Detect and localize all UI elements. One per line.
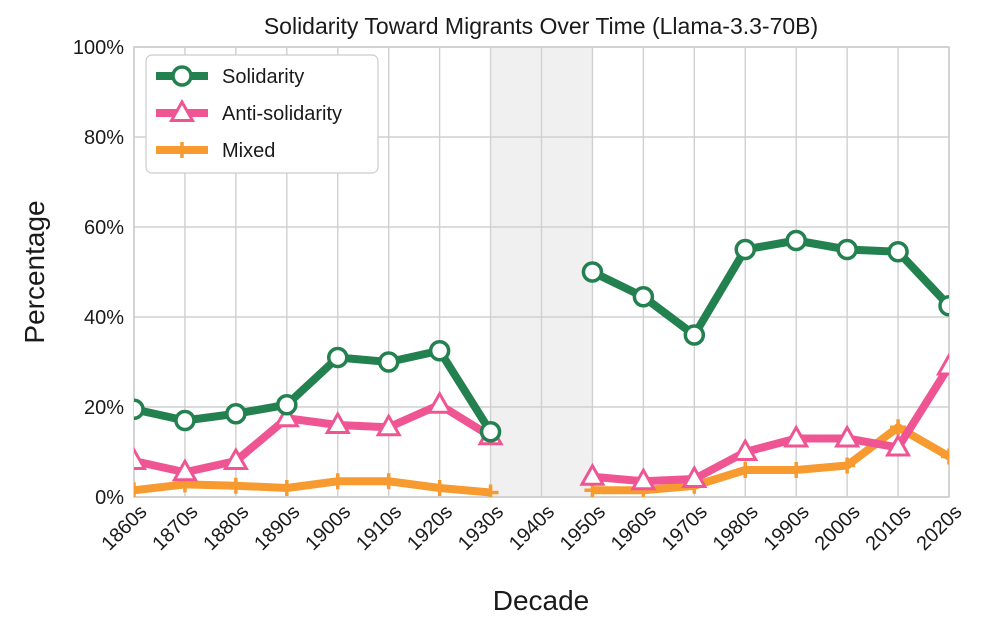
solidarity-point (734, 238, 756, 261)
solidarity-point (134, 398, 145, 420)
y-tick-label: 40% (84, 307, 124, 329)
series-solidarity (134, 229, 949, 443)
solidarity-point (938, 295, 949, 317)
mixed-point (380, 473, 397, 490)
solidarity-point (428, 340, 451, 362)
legend-box (145, 54, 379, 174)
anti-solidarity-point (630, 467, 657, 491)
y-tick-label: 100% (73, 37, 124, 59)
mixed-point (431, 480, 448, 496)
legend-item-solidarity: Solidarity (156, 65, 304, 88)
x-axis-title: Decade (493, 585, 590, 616)
mixed-point (941, 448, 949, 465)
solidarity-point (785, 229, 807, 252)
anti-solidarity-point (783, 424, 810, 448)
mixed-point (890, 419, 907, 436)
mixed-point (839, 457, 856, 474)
solidarity-point (887, 241, 909, 263)
solidarity-point (581, 261, 604, 283)
y-tick-label: 0% (95, 487, 124, 509)
legend-item-anti-solidarity: Anti-solidarity (156, 98, 342, 125)
y-tick-label: 20% (84, 397, 124, 419)
chart-title: Solidarity Toward Migrants Over Time (Ll… (264, 13, 818, 39)
anti-solidarity-point (834, 424, 861, 448)
solidarity-point (683, 324, 706, 346)
anti-solidarity-point (324, 410, 351, 434)
solidarity-point (632, 286, 655, 308)
legend-marker (171, 65, 193, 87)
solidarity-point (479, 421, 502, 443)
anti-solidarity-point (884, 433, 912, 457)
solidarity-point (327, 346, 349, 369)
y-tick-label: 80% (84, 127, 124, 149)
anti-solidarity-point (171, 458, 199, 482)
legend-label: Mixed (222, 140, 275, 162)
mixed-point (737, 462, 754, 478)
anti-solidarity-point (222, 446, 249, 470)
y-axis-title: Percentage (19, 200, 50, 343)
anti-solidarity-point (134, 446, 148, 470)
mixed-point (788, 462, 805, 478)
legend-label: Solidarity (222, 66, 304, 88)
anti-solidarity-point (426, 390, 453, 414)
anti-solidarity-point (732, 437, 759, 461)
solidarity-point (836, 238, 858, 261)
anti-solidarity-point (375, 413, 402, 437)
plot-frame (133, 46, 950, 498)
solidarity-point (225, 403, 247, 425)
solidarity-point (174, 409, 196, 432)
series-layer (134, 229, 949, 497)
solidarity-point (377, 351, 400, 373)
solidarity-point (276, 394, 298, 416)
mixed-point (482, 484, 499, 497)
anti-solidarity-point (935, 352, 949, 376)
mixed-point (278, 480, 295, 496)
legend-marker (168, 98, 196, 122)
anti-solidarity-point (579, 462, 606, 486)
legend: Solidarity Anti-solidarity Mixed (145, 54, 379, 174)
legend-label: Anti-solidarity (222, 103, 342, 125)
legend-item-mixed: Mixed (156, 140, 275, 162)
anti-solidarity-point (273, 404, 300, 428)
anti-solidarity-point (681, 464, 708, 488)
y-tick-labels: 0% 20% 40% 60% 80% 100% (73, 37, 124, 509)
mixed-point (329, 473, 346, 490)
mixed-point (134, 482, 142, 497)
y-tick-label: 60% (84, 217, 124, 239)
mixed-point (227, 477, 244, 494)
legend-marker (174, 142, 190, 158)
